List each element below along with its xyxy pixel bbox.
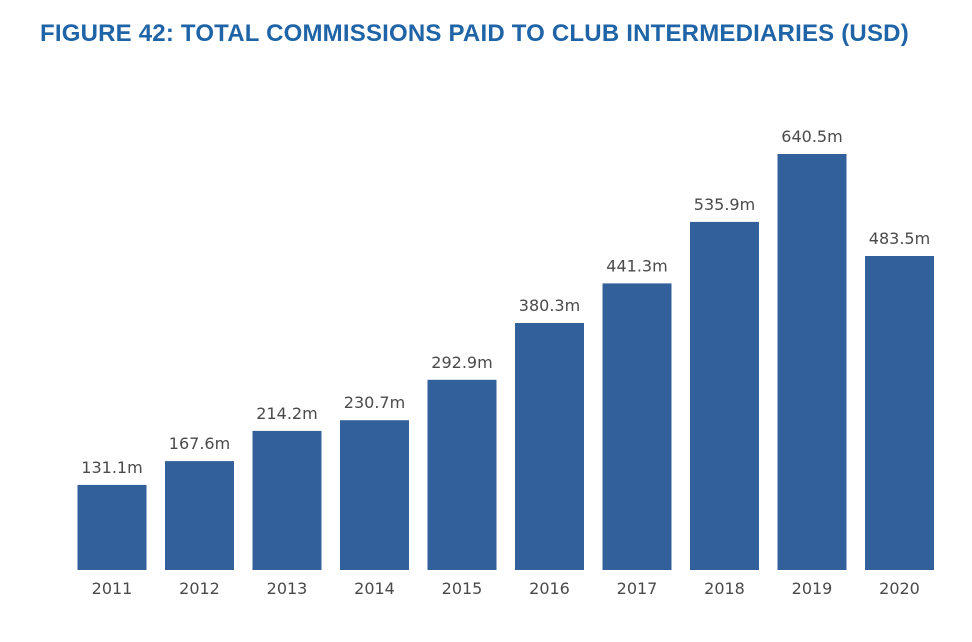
chart-title: FIGURE 42: TOTAL COMMISSIONS PAID TO CLU… bbox=[40, 20, 909, 47]
bar-2018 bbox=[690, 221, 759, 570]
data-label-2014: 230.7m bbox=[344, 393, 405, 412]
value-labels-group: 131.1m 167.6m 214.2m 230.7m 292.9m 380.3m 441.… bbox=[81, 127, 930, 477]
data-label-2012: 167.6m bbox=[169, 434, 230, 453]
x-tick-label-2019: 2019 bbox=[792, 579, 833, 598]
data-label-2011: 131.1m bbox=[81, 458, 142, 477]
data-label-2019: 640.5m bbox=[781, 127, 842, 146]
x-tick-label-2012: 2012 bbox=[179, 579, 220, 598]
bar-2019 bbox=[777, 154, 847, 570]
bar-2013 bbox=[252, 430, 322, 570]
x-tick-label-2018: 2018 bbox=[704, 579, 745, 598]
x-tick-label-2017: 2017 bbox=[617, 579, 658, 598]
x-tick-label-2011: 2011 bbox=[92, 579, 133, 598]
bar-2014 bbox=[340, 420, 409, 570]
data-label-2017: 441.3m bbox=[606, 256, 667, 275]
x-tick-label-2014: 2014 bbox=[354, 579, 395, 598]
x-tick-label-2016: 2016 bbox=[529, 579, 570, 598]
x-tick-label-2013: 2013 bbox=[267, 579, 308, 598]
bar-2020 bbox=[865, 256, 934, 570]
data-label-2015: 292.9m bbox=[431, 353, 492, 372]
bar-2016 bbox=[515, 323, 584, 570]
data-label-2013: 214.2m bbox=[256, 404, 317, 423]
bar-2011 bbox=[77, 484, 147, 570]
bar-2012 bbox=[165, 461, 234, 570]
x-axis-tick-labels: 2011 2012 2013 2014 2015 2016 2017 2018 2019 2020 bbox=[92, 579, 920, 598]
bar-2017 bbox=[602, 283, 672, 570]
data-label-2018: 535.9m bbox=[694, 195, 755, 214]
data-label-2016: 380.3m bbox=[519, 296, 580, 315]
x-tick-label-2020: 2020 bbox=[879, 579, 920, 598]
bar-2015 bbox=[427, 379, 497, 570]
data-label-2020: 483.5m bbox=[869, 229, 930, 248]
bars-group bbox=[77, 154, 934, 570]
x-tick-label-2015: 2015 bbox=[442, 579, 483, 598]
